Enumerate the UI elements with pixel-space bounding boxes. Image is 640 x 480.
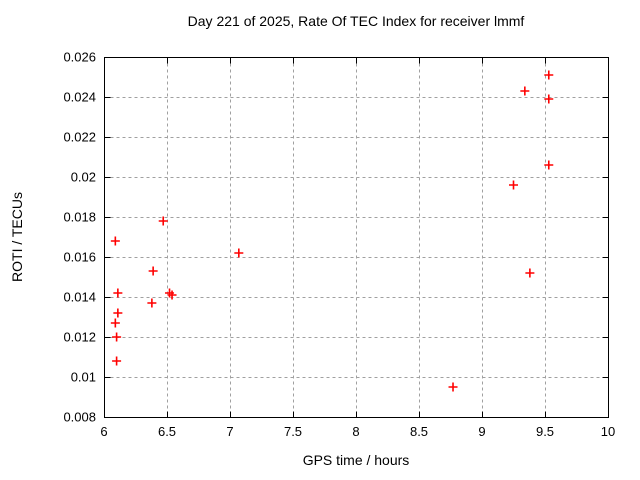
x-tick-label: 8 <box>352 424 360 439</box>
x-tick-label: 7.5 <box>283 424 303 439</box>
x-tick-label: 8.5 <box>409 424 429 439</box>
y-tick-label: 0.014 <box>63 289 96 305</box>
data-point-marker <box>544 160 554 170</box>
data-point-marker <box>112 356 122 366</box>
data-point-marker <box>158 216 168 226</box>
x-tick-label: 6.5 <box>157 424 177 439</box>
y-tick-label: 0.008 <box>63 409 96 425</box>
x-tick-label: 9.5 <box>535 424 555 439</box>
y-tick-label: 0.022 <box>63 129 96 145</box>
x-tick-label: 9 <box>478 424 486 439</box>
data-point-marker <box>113 288 123 298</box>
x-tick-label: 6 <box>100 424 108 439</box>
data-point-marker <box>234 248 244 258</box>
data-point-marker <box>544 94 554 104</box>
y-tick-label: 0.024 <box>63 89 96 105</box>
chart-title: Day 221 of 2025, Rate Of TEC Index for r… <box>187 13 525 29</box>
y-tick-label: 0.02 <box>70 169 96 185</box>
data-point-marker <box>544 70 554 80</box>
data-point-marker <box>113 308 123 318</box>
x-tick-label: 7 <box>226 424 234 439</box>
y-tick-label: 0.01 <box>70 369 96 385</box>
data-point-marker <box>167 290 177 300</box>
y-tick-label: 0.016 <box>63 249 96 265</box>
data-point-marker <box>509 180 518 190</box>
y-tick-label: 0.012 <box>63 329 96 345</box>
data-point-marker <box>147 298 157 308</box>
data-point-marker <box>110 236 120 246</box>
y-tick-label: 0.026 <box>63 49 96 65</box>
data-point-marker <box>112 332 122 342</box>
data-point-marker <box>448 382 458 392</box>
y-tick-label: 0.018 <box>63 209 96 225</box>
x-axis-label: GPS time / hours <box>302 452 410 468</box>
x-tick-label: 10 <box>600 424 616 439</box>
data-point-marker <box>148 266 158 276</box>
data-point-marker <box>525 268 535 278</box>
data-point-marker <box>110 318 120 328</box>
data-point-marker <box>520 86 530 96</box>
